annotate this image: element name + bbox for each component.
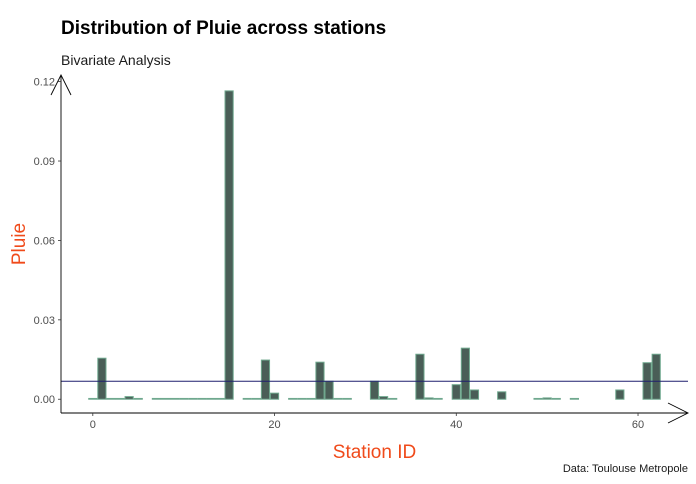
bar-station-10 — [179, 397, 189, 400]
bar-station-45 — [497, 391, 507, 400]
bar-station-14 — [215, 397, 225, 400]
x-tick-label: 40 — [450, 419, 462, 431]
bar-station-38 — [433, 397, 443, 400]
x-tick-label: 20 — [268, 419, 280, 431]
bar-station-11 — [188, 397, 198, 400]
x-axis-title: Station ID — [333, 442, 416, 463]
bar-station-8 — [160, 397, 171, 400]
x-ticks-group: 0 20 40 60 — [90, 413, 644, 431]
bar-station-33 — [388, 397, 398, 400]
bar-station-25 — [315, 361, 325, 400]
bar-station-32 — [379, 396, 389, 400]
bar-station-13 — [206, 397, 216, 400]
x-axis-arrow — [667, 402, 690, 424]
y-tick-label: 0.12 — [34, 77, 55, 89]
bar-station-28 — [342, 397, 352, 400]
y-axis-title: Pluie — [9, 223, 30, 265]
x-tick-label: 0 — [90, 419, 96, 431]
bar-station-42 — [469, 389, 480, 400]
bar-station-3 — [115, 397, 125, 400]
bar-station-37 — [424, 397, 434, 400]
bars-group — [88, 90, 661, 400]
bar-station-7 — [151, 397, 162, 400]
bar-station-40 — [451, 384, 461, 400]
x-tick-label: 60 — [632, 419, 644, 431]
bar-station-36 — [415, 353, 425, 400]
y-tick-label: 0.00 — [34, 394, 55, 406]
bar-station-19 — [260, 359, 271, 400]
y-tick-label: 0.06 — [34, 235, 55, 247]
bar-station-1 — [97, 357, 107, 400]
bar-station-5 — [133, 397, 143, 400]
axes-group — [50, 73, 690, 424]
bar-station-50 — [542, 397, 552, 400]
bar-station-24 — [306, 397, 316, 400]
bar-station-12 — [197, 397, 207, 400]
bar-station-58 — [615, 389, 625, 400]
y-tick-label: 0.09 — [34, 156, 55, 168]
bar-station-31 — [369, 380, 380, 400]
bar-station-22 — [288, 397, 298, 400]
bar-station-62 — [651, 353, 661, 400]
chart-title: Distribution of Pluie across stations — [61, 18, 387, 39]
y-ticks-group: 0.00 0.03 0.06 0.09 0.12 — [34, 77, 61, 406]
bar-station-9 — [170, 397, 180, 400]
bar-station-23 — [297, 397, 307, 400]
bar-station-51 — [551, 397, 561, 400]
bar-station-53 — [569, 397, 580, 400]
bar-station-26 — [324, 380, 334, 400]
y-tick-label: 0.03 — [34, 315, 55, 327]
bar-station-15 — [224, 90, 234, 400]
bar-station-2 — [106, 397, 116, 400]
bar-station-49 — [533, 397, 543, 400]
bar-station-4 — [124, 396, 134, 400]
bar-station-17 — [242, 397, 252, 400]
bar-station-18 — [251, 397, 261, 400]
bar-station-20 — [269, 392, 280, 400]
bar-station-0 — [88, 397, 98, 400]
chart-subtitle: Bivariate Analysis — [61, 52, 171, 68]
bar-station-41 — [460, 347, 470, 400]
bar-station-27 — [333, 397, 343, 400]
data-source-caption: Data: Toulouse Metropole — [562, 463, 688, 475]
y-axis-arrow — [50, 73, 72, 96]
